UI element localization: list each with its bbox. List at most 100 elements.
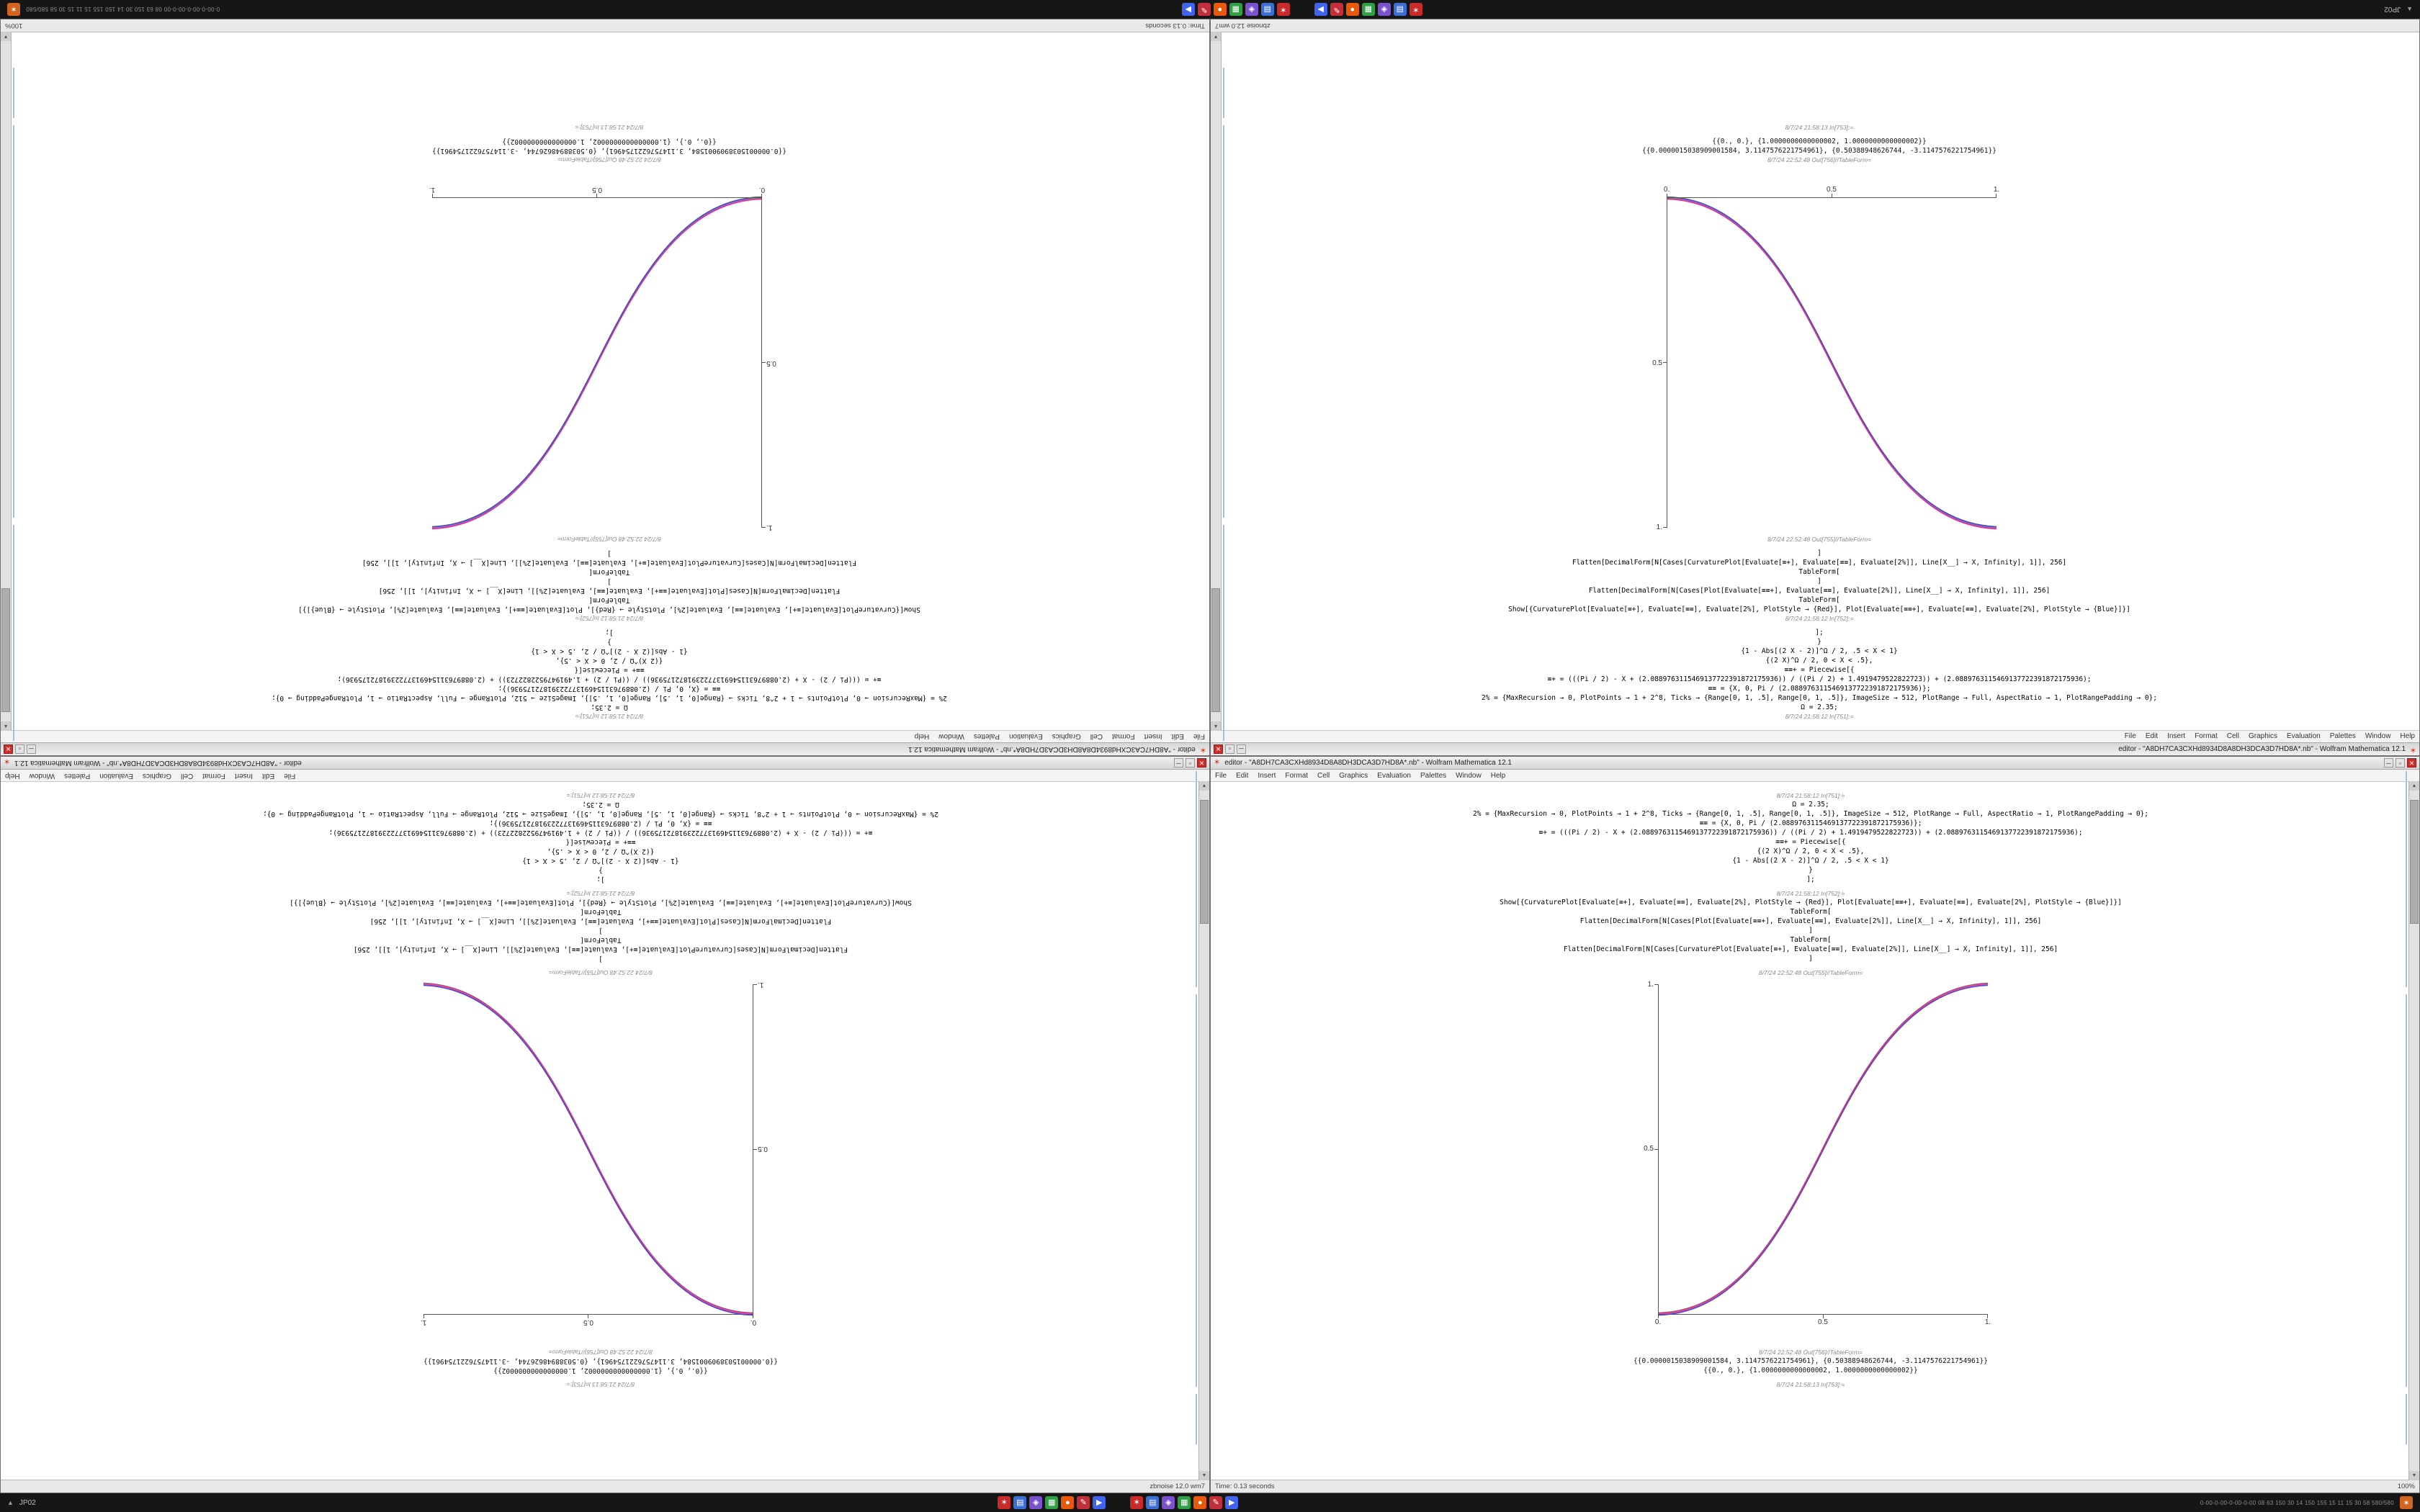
code-line[interactable]: ] [1216,926,2405,935]
code-line[interactable]: {(2 X)^Ω / 2, 0 < X < .5}, [15,656,1204,665]
menu-evaluation[interactable]: Evaluation [1377,772,1411,780]
app-icon[interactable]: ▶ [1225,1496,1238,1509]
code-line[interactable]: {(2 X)^Ω / 2, 0 < X < .5}, [6,847,1195,856]
code-line[interactable]: ≡+ = (((Pi / 2) - X + (2.088976311546913… [1225,675,2414,684]
code-line[interactable]: TableForm[ [1225,595,2414,605]
minimize-button[interactable]: ─ [1174,758,1183,768]
scroll-up-arrow[interactable]: ▲ [2409,781,2419,791]
scrollbar-thumb[interactable] [1200,800,1209,924]
code-line[interactable]: ≡≡ = {X, 0, Pi / (2.08897631154691377223… [1225,684,2414,693]
code-line[interactable]: ≡≡ = {X, 0, Pi / (2.08897631154691377223… [15,684,1204,693]
app-icon[interactable]: ✶ [998,1496,1010,1509]
code-line[interactable]: 2% = {MaxRecursion → 0, PlotPoints → 1 +… [6,809,1195,819]
menu-edit[interactable]: Edit [1172,733,1184,741]
scroll-down-arrow[interactable]: ▼ [1211,32,1221,41]
app-icon[interactable]: ◈ [1162,1496,1175,1509]
menu-format[interactable]: Format [202,772,225,780]
menu-graphics[interactable]: Graphics [1052,733,1081,741]
cell-bracket[interactable] [1223,525,1224,741]
app-icon[interactable]: ▶ [1182,3,1195,16]
code-line[interactable]: Flatten[DecimalForm[N[Cases[Plot[Evaluat… [1216,917,2405,926]
menu-palettes[interactable]: Palettes [64,772,90,780]
app-icon[interactable]: ▤ [1146,1496,1159,1509]
menu-evaluation[interactable]: Evaluation [2287,733,2321,741]
cell-bracket[interactable] [1196,1394,1197,1444]
menu-format[interactable]: Format [1285,772,1308,780]
taskbar-toggle-icon[interactable]: ▲ [2406,6,2413,13]
taskbar-toggle-icon[interactable]: ▲ [7,1499,14,1506]
menu-format[interactable]: Format [2195,733,2218,741]
menu-cell[interactable]: Cell [181,772,193,780]
code-line[interactable]: Ω = 2.35; [15,703,1204,712]
code-line[interactable]: Flatten[DecimalForm[N[Cases[CurvaturePlo… [6,945,1195,954]
scroll-down-arrow[interactable]: ▼ [1199,1471,1209,1480]
code-line[interactable]: Show[{CurvaturePlot[Evaluate[≡+], Evalua… [6,898,1195,907]
code-line[interactable]: Show[{CurvaturePlot[Evaluate[≡+], Evalua… [1216,898,2405,907]
code-line[interactable]: ≡≡ = {X, 0, Pi / (2.08897631154691377223… [1216,819,2405,828]
code-line[interactable]: Flatten[DecimalForm[N[Cases[CurvaturePlo… [1225,558,2414,567]
code-line[interactable]: ] [15,549,1204,558]
code-line[interactable]: ≡≡+ = Piecewise[{ [6,837,1195,847]
menu-cell[interactable]: Cell [1317,772,1330,780]
app-icon[interactable]: ✎ [1330,3,1343,16]
code-line[interactable]: Flatten[DecimalForm[N[Cases[Plot[Evaluat… [6,917,1195,926]
close-button[interactable]: ✕ [1197,758,1206,768]
scrollbar-thumb[interactable] [1211,588,1220,712]
code-line[interactable]: 2% = {MaxRecursion → 0, PlotPoints → 1 +… [1225,693,2414,703]
menu-palettes[interactable]: Palettes [2330,733,2356,741]
menu-help[interactable]: Help [915,733,930,741]
cell-bracket[interactable] [13,525,14,741]
taskbar-mathematica-icon[interactable]: ✶ [2400,1496,2413,1509]
menu-window[interactable]: Window [2365,733,2391,741]
vertical-scrollbar[interactable]: ▲ ▼ [2408,781,2419,1480]
app-icon[interactable]: ▦ [1045,1496,1058,1509]
menu-palettes[interactable]: Palettes [974,733,1000,741]
menu-window[interactable]: Window [1456,772,1482,780]
cell-bracket[interactable] [2406,1394,2407,1444]
cell-bracket[interactable] [1196,771,1197,987]
code-line[interactable]: ] [1216,954,2405,963]
app-icon[interactable]: ✎ [1198,3,1211,16]
code-line[interactable]: Ω = 2.35; [6,800,1195,809]
zoom-indicator[interactable]: 100% [5,22,22,30]
cell-bracket[interactable] [1196,994,1197,1387]
scrollbar-thumb[interactable] [2410,800,2419,924]
code-line[interactable]: {1 - Abs[(2 X - 2)]^Ω / 2, .5 < X < 1} [15,647,1204,656]
code-line[interactable]: TableForm[ [15,595,1204,605]
scroll-down-arrow[interactable]: ▼ [2409,1471,2419,1480]
app-icon[interactable]: ▦ [1229,3,1242,16]
code-line[interactable]: ]; [6,875,1195,884]
menu-graphics[interactable]: Graphics [2249,733,2277,741]
cell-bracket[interactable] [13,68,14,118]
code-line[interactable]: 2% = {MaxRecursion → 0, PlotPoints → 1 +… [15,693,1204,703]
code-line[interactable]: {1 - Abs[(2 X - 2)]^Ω / 2, .5 < X < 1} [1225,647,2414,656]
close-button[interactable]: ✕ [1214,744,1223,754]
vertical-scrollbar[interactable]: ▲ ▼ [1198,781,1209,1480]
code-line[interactable]: Show[{CurvaturePlot[Evaluate[≡+], Evalua… [15,605,1204,614]
menu-file[interactable]: File [1193,733,1205,741]
scroll-down-arrow[interactable]: ▼ [1,32,11,41]
minimize-button[interactable]: ─ [2384,758,2393,768]
code-line[interactable]: {(2 X)^Ω / 2, 0 < X < .5}, [1216,847,2405,856]
code-line[interactable]: Flatten[DecimalForm[N[Cases[CurvaturePlo… [1216,945,2405,954]
code-line[interactable]: ≡+ = (((Pi / 2) - X + (2.088976311546913… [6,828,1195,837]
app-icon[interactable]: ✶ [1410,3,1422,16]
minimize-button[interactable]: ─ [1237,744,1246,754]
menu-file[interactable]: File [2125,733,2136,741]
menu-evaluation[interactable]: Evaluation [99,772,133,780]
code-line[interactable]: 2% = {MaxRecursion → 0, PlotPoints → 1 +… [1216,809,2405,819]
code-line[interactable]: {1 - Abs[(2 X - 2)]^Ω / 2, .5 < X < 1} [6,856,1195,865]
code-line[interactable]: {1 - Abs[(2 X - 2)]^Ω / 2, .5 < X < 1} [1216,856,2405,865]
menu-edit[interactable]: Edit [2146,733,2158,741]
code-line[interactable]: ≡≡+ = Piecewise[{ [1216,837,2405,847]
code-line[interactable]: } [15,637,1204,647]
code-line[interactable]: TableForm[ [6,935,1195,945]
maximize-button[interactable]: ▫ [1186,758,1195,768]
code-line[interactable]: Flatten[DecimalForm[N[Cases[Plot[Evaluat… [1225,586,2414,595]
code-line[interactable]: Show[{CurvaturePlot[Evaluate[≡+], Evalua… [1225,605,2414,614]
app-icon[interactable]: ● [1346,3,1359,16]
app-icon[interactable]: ● [1214,3,1227,16]
menu-window[interactable]: Window [30,772,55,780]
code-line[interactable]: {(2 X)^Ω / 2, 0 < X < .5}, [1225,656,2414,665]
code-line[interactable]: ≡+ = (((Pi / 2) - X + (2.088976311546913… [15,675,1204,684]
